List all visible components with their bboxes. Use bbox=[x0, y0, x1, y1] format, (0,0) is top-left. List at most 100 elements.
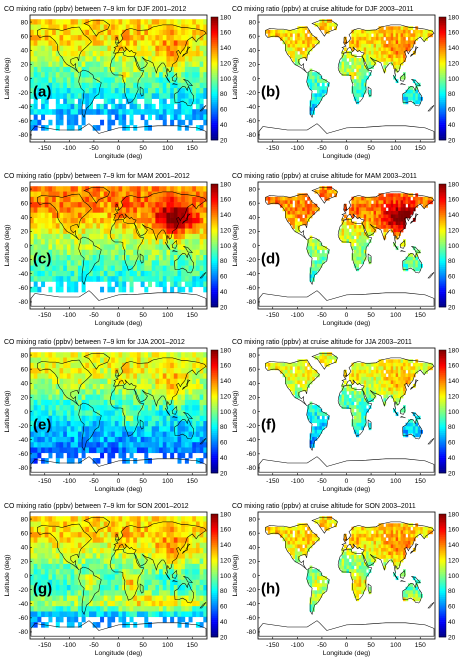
data-cell bbox=[391, 207, 394, 211]
data-cell bbox=[45, 51, 49, 57]
data-cell bbox=[74, 379, 78, 385]
data-cell bbox=[41, 104, 45, 110]
data-cell bbox=[56, 229, 60, 235]
data-cell bbox=[391, 30, 394, 34]
data-cell bbox=[310, 207, 313, 211]
data-cell bbox=[148, 447, 152, 453]
data-cell bbox=[67, 93, 71, 99]
data-cell bbox=[312, 409, 315, 413]
colorbar-segment bbox=[211, 228, 218, 230]
data-cell bbox=[159, 67, 163, 73]
data-cell bbox=[93, 416, 97, 422]
data-cell bbox=[48, 442, 52, 448]
colorbar-segment bbox=[439, 61, 446, 63]
data-cell bbox=[356, 225, 359, 229]
data-cell bbox=[329, 186, 332, 190]
data-cell bbox=[315, 260, 318, 264]
data-cell bbox=[376, 207, 379, 211]
data-cell bbox=[359, 62, 362, 66]
data-cell bbox=[148, 40, 152, 46]
data-cell bbox=[115, 400, 119, 406]
data-cell bbox=[37, 389, 41, 395]
data-cell bbox=[41, 40, 45, 46]
data-cell bbox=[111, 35, 115, 41]
data-cell bbox=[396, 40, 399, 44]
data-cell bbox=[396, 232, 399, 236]
data-cell bbox=[152, 213, 156, 219]
data-cell bbox=[196, 379, 200, 385]
data-cell bbox=[283, 200, 286, 204]
data-cell bbox=[163, 56, 167, 62]
colorbar-segment bbox=[439, 80, 446, 82]
data-cell bbox=[45, 437, 49, 443]
data-cell bbox=[315, 239, 318, 243]
data-cell bbox=[163, 373, 167, 379]
data-cell bbox=[327, 359, 330, 363]
data-cell bbox=[63, 400, 67, 406]
data-cell bbox=[148, 197, 152, 203]
data-cell bbox=[119, 250, 123, 256]
data-cell bbox=[63, 368, 67, 374]
data-cell bbox=[378, 207, 381, 211]
data-cell bbox=[369, 218, 372, 222]
data-cell bbox=[104, 384, 108, 390]
data-cell bbox=[137, 379, 141, 385]
data-cell bbox=[192, 384, 196, 390]
data-cell bbox=[34, 458, 38, 464]
data-cell bbox=[295, 211, 298, 215]
data-cell bbox=[297, 44, 300, 48]
data-cell bbox=[196, 99, 200, 105]
data-cell bbox=[369, 37, 372, 41]
data-cell bbox=[60, 229, 64, 235]
data-cell bbox=[315, 419, 318, 423]
data-cell bbox=[155, 379, 159, 385]
data-cell bbox=[96, 192, 100, 198]
colorbar-segment bbox=[211, 461, 218, 463]
data-cell bbox=[37, 276, 41, 282]
data-cell bbox=[170, 384, 174, 390]
data-cell bbox=[115, 25, 119, 31]
data-cell bbox=[100, 266, 104, 272]
data-cell bbox=[356, 33, 359, 37]
data-cell bbox=[159, 114, 163, 120]
colorbar-segment bbox=[211, 379, 218, 381]
data-cell bbox=[192, 62, 196, 68]
data-cell bbox=[315, 409, 318, 413]
data-cell bbox=[34, 218, 38, 224]
data-cell bbox=[408, 260, 411, 264]
data-cell bbox=[329, 359, 332, 363]
colorbar-segment bbox=[439, 88, 446, 90]
data-cell bbox=[383, 222, 386, 226]
data-cell bbox=[107, 276, 111, 282]
data-cell bbox=[386, 218, 389, 222]
data-cell bbox=[71, 416, 75, 422]
data-cell bbox=[34, 453, 38, 459]
data-cell bbox=[310, 405, 313, 409]
data-cell bbox=[41, 352, 45, 358]
data-cell bbox=[148, 93, 152, 99]
data-cell bbox=[166, 218, 170, 224]
colorbar-segment bbox=[211, 103, 218, 105]
data-cell bbox=[319, 23, 322, 27]
data-cell bbox=[280, 366, 283, 370]
data-cell bbox=[178, 400, 182, 406]
data-cell bbox=[200, 250, 204, 256]
colorbar-segment bbox=[211, 294, 218, 296]
data-cell bbox=[302, 370, 305, 374]
data-cell bbox=[148, 88, 152, 94]
colorbar-segment bbox=[211, 257, 218, 259]
data-cell bbox=[89, 192, 93, 198]
data-cell bbox=[74, 83, 78, 89]
data-cell bbox=[78, 40, 82, 46]
data-cell bbox=[78, 373, 82, 379]
data-cell bbox=[159, 239, 163, 245]
data-cell bbox=[122, 389, 126, 395]
data-cell bbox=[152, 410, 156, 416]
data-cell bbox=[89, 186, 93, 192]
colorbar-segment bbox=[211, 132, 218, 134]
data-cell bbox=[356, 76, 359, 80]
data-cell bbox=[354, 412, 357, 416]
data-cell bbox=[144, 260, 148, 266]
data-cell bbox=[71, 266, 75, 272]
data-cell bbox=[48, 400, 52, 406]
